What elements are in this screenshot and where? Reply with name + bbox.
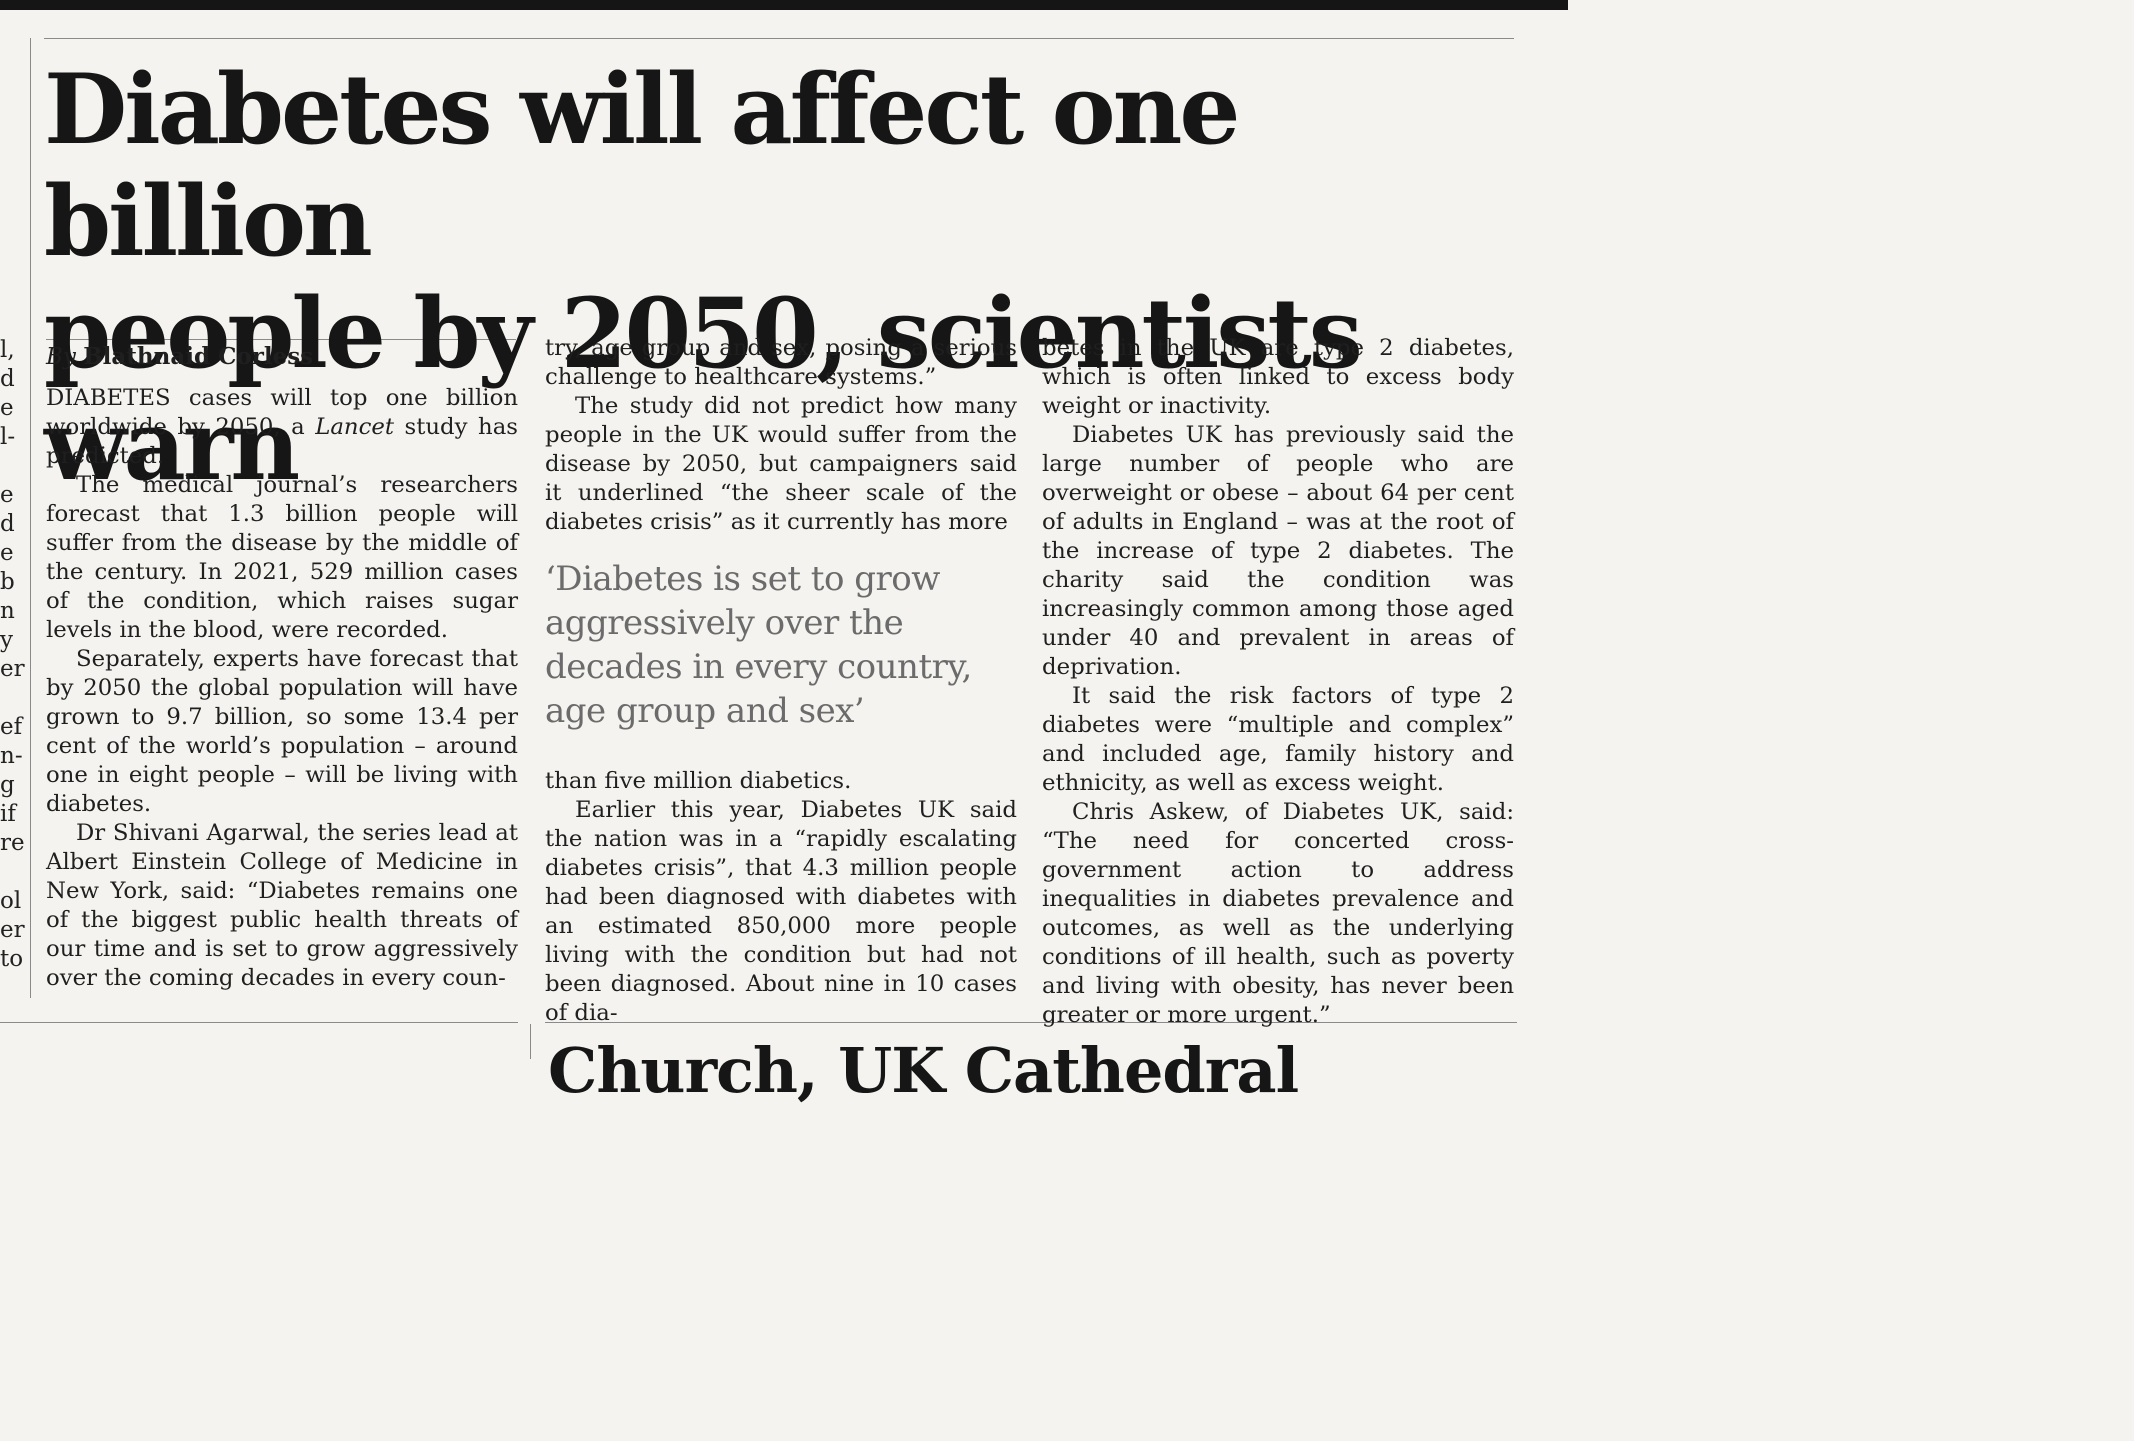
next-article-headline: Church, UK Cathedral — [548, 1034, 1299, 1107]
body-paragraph: Chris Askew, of Diabetes UK, said: “The … — [1042, 799, 1514, 1028]
bottom-rule-left — [0, 1022, 518, 1023]
fragment: if — [0, 801, 16, 827]
fragment: e — [0, 482, 14, 508]
fragment: b — [0, 569, 15, 595]
fragment: ol — [0, 888, 22, 914]
fragment: y — [0, 627, 13, 653]
fragment: ef — [0, 714, 23, 740]
body-paragraph: betes in the UK are type 2 diabetes, whi… — [1042, 335, 1514, 419]
byline-prefix: By — [46, 344, 76, 370]
fragment: er — [0, 917, 25, 943]
fragment: e — [0, 540, 14, 566]
body-paragraph: The study did not predict how many peopl… — [545, 393, 1017, 535]
bottom-column-divider — [530, 1024, 531, 1059]
pull-quote: ‘Diabetes is set to grow aggressively ov… — [545, 559, 972, 731]
bottom-rule-right — [545, 1022, 1517, 1023]
body-paragraph: Separately, experts have forecast that b… — [46, 646, 518, 817]
body-paragraph: DIABETES cases will top one billion worl… — [46, 384, 518, 471]
headline-line-2: people by 2050, scientists warn — [44, 277, 1363, 502]
byline: By Blathnaid Corless — [46, 334, 518, 380]
fragment: e — [0, 395, 14, 421]
fragment: n — [0, 598, 15, 624]
left-column-divider — [30, 38, 31, 998]
body-paragraph: The medical journal’s researchers foreca… — [46, 472, 518, 643]
article-column-1: By Blathnaid Corless DIABETES cases will… — [46, 334, 518, 993]
article-column-2: try, age group and sex, posing a serious… — [545, 334, 1017, 1028]
publication-name: Lancet — [315, 414, 395, 440]
fragment: l- — [0, 424, 16, 450]
body-paragraph: Earlier this year, Diabetes UK said the … — [545, 797, 1017, 1026]
body-text: DIABETES cases will top one billion worl… — [46, 385, 518, 440]
fragment: er — [0, 656, 25, 682]
byline-rule — [46, 339, 516, 340]
body-paragraph: Diabetes UK has previously said the larg… — [1042, 422, 1514, 680]
body-paragraph: It said the risk factors of type 2 diabe… — [1042, 683, 1514, 796]
body-text: study has predicted. — [46, 414, 518, 469]
body-paragraph: than five million diabetics. — [545, 768, 852, 794]
article-headline: Diabetes will affect one billion people … — [44, 54, 1524, 502]
fragment: n- — [0, 743, 23, 769]
fragment: to — [0, 946, 24, 972]
fragment: re — [0, 830, 25, 856]
body-paragraph: try, age group and sex, posing a serious… — [545, 335, 1017, 390]
headline-line-1: Diabetes will affect one billion — [44, 53, 1240, 278]
fragment: g — [0, 772, 15, 798]
headline-top-rule — [44, 38, 1514, 39]
fragment: d — [0, 366, 15, 392]
byline-author: Blathnaid Corless — [83, 343, 314, 370]
article-column-3: betes in the UK are type 2 diabetes, whi… — [1042, 334, 1514, 1030]
fragment: d — [0, 511, 15, 537]
fragment: l, — [0, 337, 15, 363]
body-paragraph: Dr Shivani Agarwal, the series lead at A… — [46, 820, 518, 991]
page-top-border — [0, 0, 1568, 10]
